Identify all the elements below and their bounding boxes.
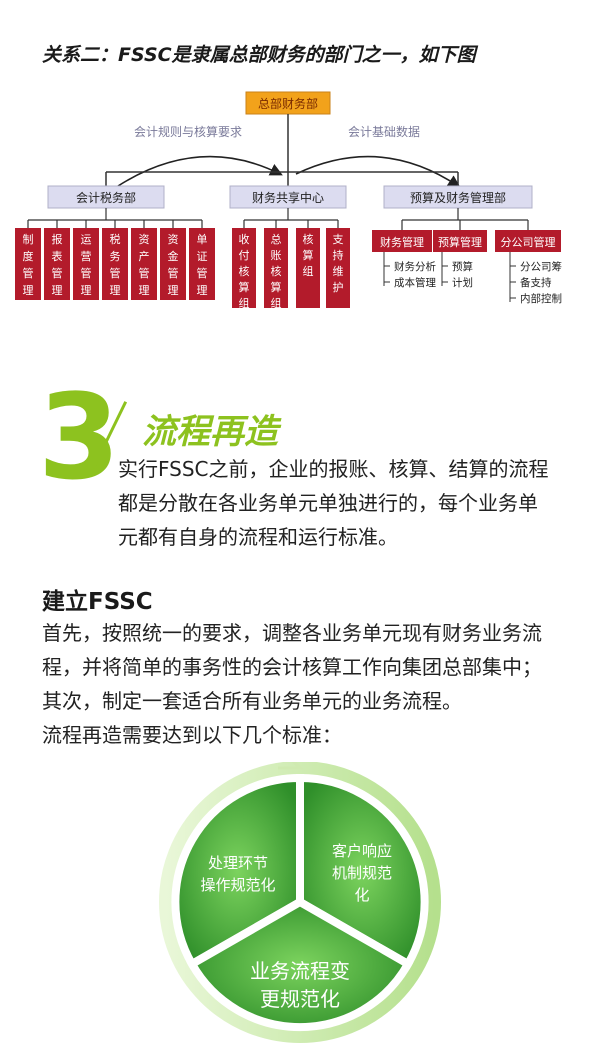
org-child-char: 核 xyxy=(303,232,314,246)
org-child-char: 算 xyxy=(271,280,282,294)
build-paragraph: 首先，按照统一的要求，调整各业务单元现有财务业务流 程，并将简单的事务性的会计核… xyxy=(42,616,582,752)
org-child-char: 管 xyxy=(110,266,121,280)
org-child-char: 持 xyxy=(333,248,344,262)
intro-paragraph: 实行FSSC之前，企业的报账、核算、结算的流程 都是分散在各业务单元单独进行的，… xyxy=(118,452,568,554)
org-child-box xyxy=(495,230,561,252)
org-child-box xyxy=(44,228,70,300)
org-child-char: 税 xyxy=(110,232,121,246)
org-child-char: 管 xyxy=(168,266,179,280)
build-line: 程，并将简单的事务性的会计核算工作向集团总部集中； xyxy=(42,655,542,679)
org-child-box xyxy=(189,228,215,300)
org-child-box xyxy=(131,228,157,300)
org-detail-label: 备支持 xyxy=(520,276,552,289)
org-detail-label: 内部控制 xyxy=(520,292,562,305)
org-child-char: 维 xyxy=(333,265,344,278)
org-child-label: 分公司管理 xyxy=(501,235,556,249)
org-child-char: 资 xyxy=(139,233,150,246)
org-dept-label: 预算及财务管理部 xyxy=(410,190,506,205)
org-child-char: 管 xyxy=(197,266,208,280)
org-child-char: 证 xyxy=(197,250,208,263)
org-child-char: 护 xyxy=(333,280,344,294)
intro-line: 都是分散在各业务单元单独进行的，每个业务单 xyxy=(118,491,538,515)
org-child-char: 管 xyxy=(81,266,92,280)
org-child-char: 收 xyxy=(239,232,250,246)
org-child-char: 付 xyxy=(239,249,250,262)
cycle-label: 更规范化 xyxy=(260,987,340,1011)
org-child-char: 理 xyxy=(23,284,34,297)
org-child-box xyxy=(296,228,320,308)
org-child-char: 核 xyxy=(271,264,282,278)
org-child-char: 资 xyxy=(168,233,179,246)
org-child-char: 管 xyxy=(139,266,150,280)
cycle-label: 业务流程变 xyxy=(250,959,350,983)
org-child-char: 组 xyxy=(239,296,250,310)
org-child-char: 算 xyxy=(239,280,250,294)
org-child-char: 组 xyxy=(271,296,282,310)
org-child-box xyxy=(433,230,487,252)
org-detail-label: 计划 xyxy=(452,276,473,289)
org-child-char: 理 xyxy=(139,284,150,297)
build-line: 其次，制定一套适合所有业务单元的业务流程。 xyxy=(42,689,462,713)
org-child-label: 财务管理 xyxy=(380,235,424,249)
org-child-char: 理 xyxy=(52,284,63,297)
intro-line: 元都有自身的流程和运行标准。 xyxy=(118,525,398,549)
org-child-char: 产 xyxy=(139,249,150,263)
org-child-char: 组 xyxy=(303,264,314,278)
org-child-char: 理 xyxy=(197,284,208,297)
org-arrow-right xyxy=(295,155,461,188)
org-child-char: 支 xyxy=(333,233,344,246)
org-child-char: 管 xyxy=(52,266,63,280)
org-child-box xyxy=(160,228,186,300)
org-child-char: 理 xyxy=(81,284,92,297)
org-detail-label: 成本管理 xyxy=(394,276,436,289)
org-child-char: 总 xyxy=(271,232,282,246)
org-child-label: 预算管理 xyxy=(438,235,482,249)
org-child-box xyxy=(264,228,288,308)
org-arrow-right-label: 会计基础数据 xyxy=(348,124,420,139)
org-child-char: 务 xyxy=(110,250,121,263)
cycle-segment xyxy=(186,897,414,1031)
org-child-box xyxy=(372,230,432,252)
org-child-char: 理 xyxy=(110,284,121,297)
org-child-box xyxy=(232,228,256,308)
cycle-label: 客户响应 xyxy=(332,842,392,860)
cycle-label: 化 xyxy=(354,886,369,904)
org-dept-label: 财务共享中心 xyxy=(252,190,324,205)
org-child-box xyxy=(73,228,99,300)
org-child-char: 度 xyxy=(23,249,34,263)
org-child-char: 单 xyxy=(197,233,208,246)
build-line: 流程再造需要达到以下几个标准： xyxy=(42,723,342,747)
org-dept-label: 会计税务部 xyxy=(76,190,136,205)
org-child-char: 管 xyxy=(23,266,34,280)
cycle-label: 处理环节 xyxy=(208,854,268,872)
org-detail-label: 财务分析 xyxy=(394,260,436,273)
org-child-char: 营 xyxy=(81,249,92,263)
org-child-char: 运 xyxy=(81,233,92,246)
org-child-char: 金 xyxy=(168,249,179,263)
org-child-box xyxy=(102,228,128,300)
cycle-label: 机制规范 xyxy=(332,864,392,882)
org-child-char: 制 xyxy=(23,233,34,246)
org-child-char: 核 xyxy=(239,264,250,278)
org-arrow-left xyxy=(117,155,283,187)
org-child-char: 理 xyxy=(168,284,179,297)
build-title: 建立FSSC xyxy=(42,589,153,615)
section-title: 流程再造 xyxy=(142,412,278,452)
org-child-char: 账 xyxy=(271,249,282,262)
org-child-box xyxy=(326,228,350,308)
build-line: 首先，按照统一的要求，调整各业务单元现有财务业务流 xyxy=(42,621,542,645)
org-root-label: 总部财务部 xyxy=(258,96,318,111)
org-detail-label: 分公司筹 xyxy=(520,260,562,273)
page-heading: 关系二：FSSC是隶属总部财务的部门之一，如下图 xyxy=(42,44,476,66)
cycle-label: 操作规范化 xyxy=(200,876,275,894)
intro-line: 实行FSSC之前，企业的报账、核算、结算的流程 xyxy=(118,457,549,481)
org-arrow-left-label: 会计规则与核算要求 xyxy=(134,124,242,139)
org-child-char: 算 xyxy=(303,248,314,262)
cycle-diagram: 处理环节 操作规范化 客户响应 机制规范 化 业务流程变 更规范化 xyxy=(159,762,441,1043)
org-child-char: 表 xyxy=(52,249,63,263)
org-child-char: 报 xyxy=(52,232,63,246)
org-detail-label: 预算 xyxy=(452,260,473,273)
org-chart: 总部财务部 会计规则与核算要求 会计基础数据 会计税务部 财务共享中心 预算及财… xyxy=(15,91,562,310)
org-child-box xyxy=(15,228,41,300)
